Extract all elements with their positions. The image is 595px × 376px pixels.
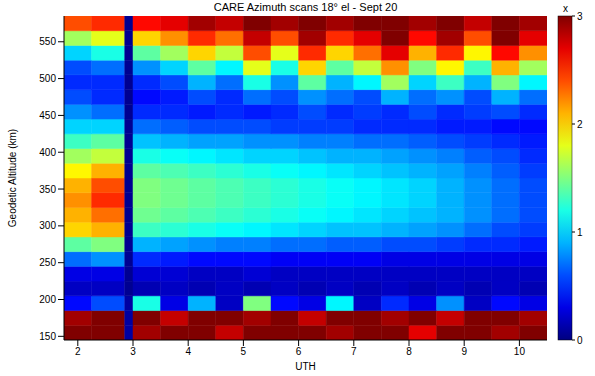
svg-text:9: 9 bbox=[461, 346, 467, 357]
svg-text:400: 400 bbox=[39, 147, 56, 158]
svg-text:550: 550 bbox=[39, 36, 56, 47]
svg-text:6: 6 bbox=[296, 346, 302, 357]
svg-text:UTH: UTH bbox=[295, 361, 316, 372]
svg-text:8: 8 bbox=[406, 346, 412, 357]
svg-text:10: 10 bbox=[514, 346, 526, 357]
svg-text:4: 4 bbox=[185, 346, 191, 357]
svg-text:200: 200 bbox=[39, 294, 56, 305]
svg-text:450: 450 bbox=[39, 110, 56, 121]
svg-text:300: 300 bbox=[39, 220, 56, 231]
svg-text:150: 150 bbox=[39, 331, 56, 342]
svg-text:250: 250 bbox=[39, 257, 56, 268]
svg-text:0: 0 bbox=[577, 335, 583, 346]
svg-text:3: 3 bbox=[130, 346, 136, 357]
svg-text:500: 500 bbox=[39, 73, 56, 84]
svg-text:2: 2 bbox=[75, 346, 81, 357]
svg-text:1: 1 bbox=[577, 227, 583, 238]
html-text:CARE Azimuth scans 18° el - Se: CARE Azimuth scans 18° el - Sept 20 bbox=[213, 1, 398, 13]
svg-text:x: x bbox=[563, 3, 568, 14]
svg-text:350: 350 bbox=[39, 184, 56, 195]
svg-text:7: 7 bbox=[351, 346, 357, 357]
svg-text:3: 3 bbox=[577, 11, 583, 22]
svg-text:Geodetic Altitude (km): Geodetic Altitude (km) bbox=[7, 129, 18, 227]
svg-text:2: 2 bbox=[577, 119, 583, 130]
svg-text:5: 5 bbox=[241, 346, 247, 357]
